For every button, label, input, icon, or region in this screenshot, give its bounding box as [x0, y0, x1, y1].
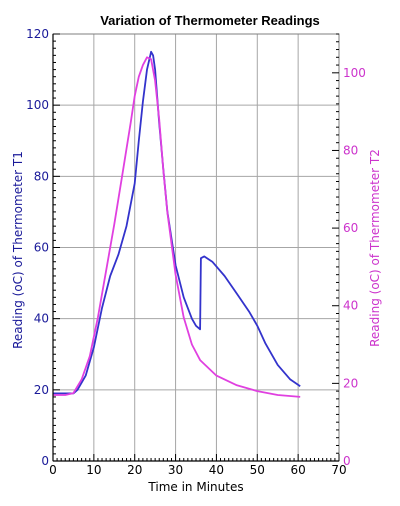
grid-layer: [53, 34, 339, 461]
y-right-tick-label: 100: [343, 66, 366, 80]
axes-layer: 0 10 20 30 40 50 60 700204060801001200204060801…: [26, 27, 366, 477]
y-right-tick-label: 60: [343, 221, 358, 235]
x-tick-label: 60: [291, 463, 306, 477]
series-line-t1: [53, 50, 301, 395]
y-left-tick-label: 40: [34, 312, 49, 326]
series-line-t2: [53, 56, 301, 398]
y-right-tick-label: 40: [343, 299, 358, 313]
x-tick-label: 10: [86, 463, 101, 477]
y-right-tick-label: 0: [343, 454, 351, 468]
x-tick-label: 70: [331, 463, 346, 477]
y-left-tick-label: 120: [26, 27, 49, 41]
y-left-tick-label: 100: [26, 98, 49, 112]
y-axis-label-right: Reading (oC) of Thermometer T2: [368, 149, 382, 347]
x-axis-label: Time in Minutes: [147, 480, 243, 494]
y-right-tick-label: 20: [343, 376, 358, 390]
chart-title: Variation of Thermometer Readings: [100, 13, 320, 28]
y-axis-label-left: Reading (oC) of Thermometer T1: [11, 151, 25, 349]
series-layer: [53, 50, 301, 398]
x-tick-label: 40: [209, 463, 224, 477]
y-left-tick-label: 80: [34, 169, 49, 183]
x-tick-label: 20: [127, 463, 142, 477]
x-tick-label: 50: [250, 463, 265, 477]
x-tick-label: 30: [168, 463, 183, 477]
x-tick-label: 0: [49, 463, 57, 477]
y-left-tick-label: 0: [41, 454, 49, 468]
y-left-tick-label: 60: [34, 241, 49, 255]
y-right-tick-label: 80: [343, 143, 358, 157]
y-left-tick-label: 20: [34, 383, 49, 397]
